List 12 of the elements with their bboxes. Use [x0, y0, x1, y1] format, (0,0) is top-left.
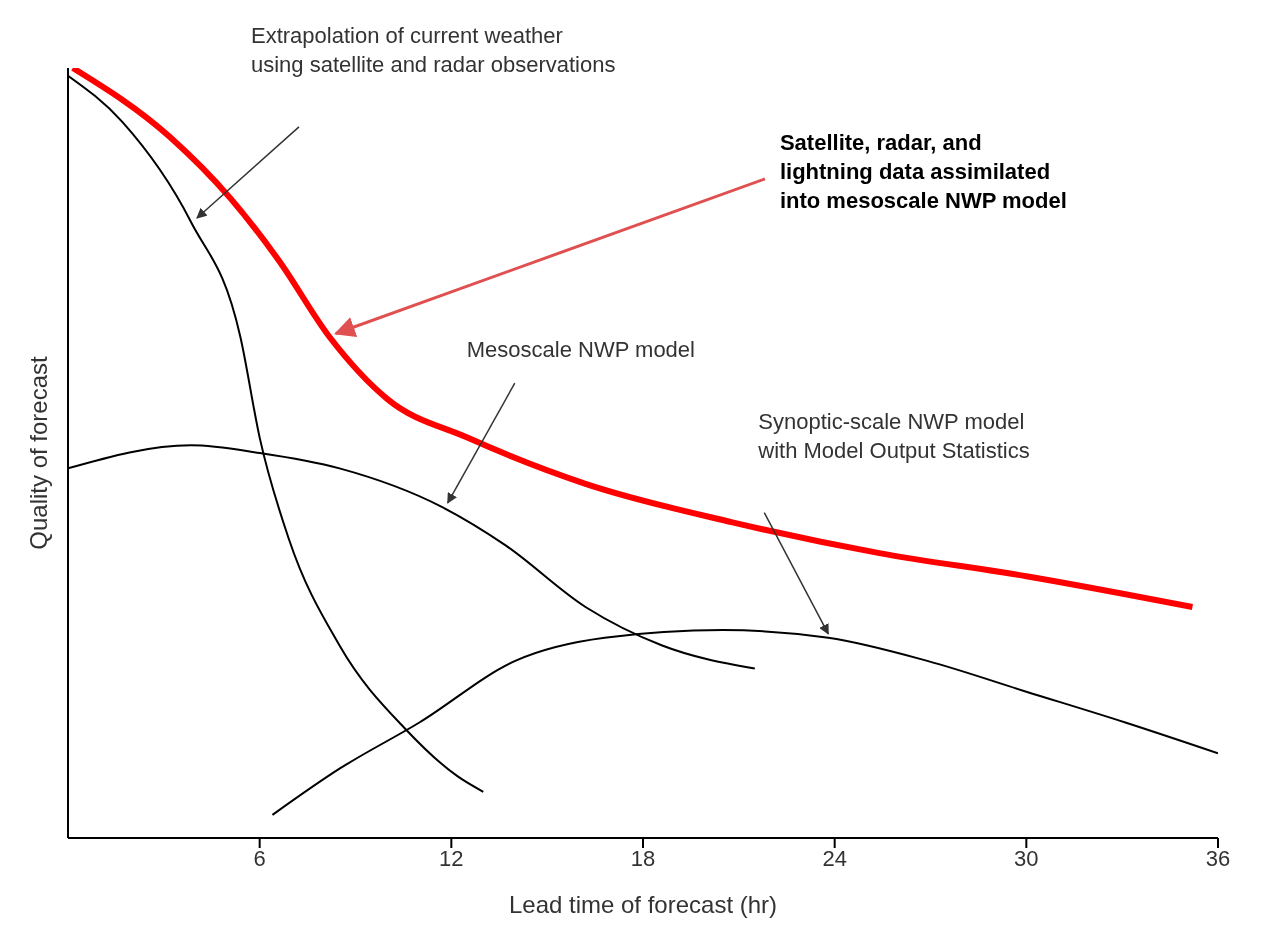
y-axis-title: Quality of forecast	[24, 355, 52, 550]
x-tick-label: 18	[630, 845, 656, 871]
annotation: Extrapolation of current weather using satellite and radar observations	[250, 23, 616, 77]
x-tick-label: 24	[822, 845, 847, 871]
x-tick-label: 6	[253, 845, 266, 871]
x-tick-label: 30	[1014, 845, 1039, 871]
x-tick-label: 12	[439, 845, 464, 871]
annotation: Synoptic-scale NWP model with Model Output Statistics	[757, 409, 1030, 463]
x-axis-title: Lead time of forecast (hr)	[508, 891, 778, 918]
annotation: Mesoscale NWP model	[466, 336, 695, 362]
x-tick-label: 36	[1205, 845, 1231, 871]
annotation: Satellite, radar, and lightning data assimilated into mesoscale NWP model	[779, 130, 1067, 213]
